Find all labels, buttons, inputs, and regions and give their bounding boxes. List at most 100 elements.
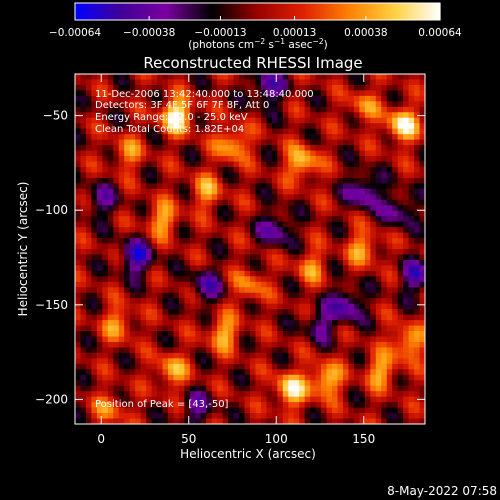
heatmap-cell — [80, 402, 87, 409]
heatmap-cell — [96, 117, 103, 124]
heatmap-cell — [381, 166, 388, 173]
heatmap-cell — [332, 298, 338, 305]
heatmap-cell — [337, 331, 344, 337]
heatmap-cell — [282, 161, 289, 168]
heatmap-cell — [326, 287, 333, 294]
heatmap-cell — [266, 320, 273, 327]
heatmap-cell — [195, 194, 202, 201]
heatmap-cell — [206, 292, 213, 299]
heatmap-cell — [167, 309, 174, 316]
heatmap-cell — [266, 309, 273, 316]
heatmap-cell — [146, 303, 153, 310]
heatmap-cell — [239, 123, 246, 130]
colorbar-cell — [325, 3, 329, 20]
heatmap-cell — [375, 380, 382, 387]
heatmap-cell — [135, 128, 142, 135]
heatmap-cell — [102, 374, 109, 381]
colorbar-cell — [222, 3, 226, 20]
heatmap-cell — [195, 281, 202, 288]
heatmap-cell — [91, 380, 98, 387]
heatmap-cell — [370, 101, 377, 108]
heatmap-cell — [310, 199, 317, 206]
heatmap-cell — [375, 314, 382, 321]
heatmap-cell — [91, 172, 98, 179]
heatmap-cell — [124, 380, 131, 387]
heatmap-cell — [370, 374, 377, 381]
heatmap-cell — [178, 194, 185, 201]
heatmap-cell — [359, 74, 366, 80]
heatmap-cell — [222, 298, 229, 305]
heatmap-cell — [364, 205, 371, 212]
heatmap-cell — [293, 123, 300, 130]
heatmap-cell — [337, 292, 344, 299]
heatmap-cell — [184, 303, 191, 310]
heatmap-cell — [260, 363, 267, 370]
colorbar-cell — [340, 3, 344, 20]
heatmap-cell — [348, 298, 355, 305]
heatmap-cell — [260, 347, 267, 354]
heatmap-cell — [80, 95, 87, 102]
heatmap-cell — [222, 232, 229, 239]
heatmap-cell — [129, 347, 136, 354]
heatmap-cell — [353, 309, 360, 316]
heatmap-cell — [381, 243, 388, 250]
heatmap-cell — [233, 303, 240, 310]
heatmap-cell — [75, 177, 81, 184]
heatmap-cell — [151, 396, 158, 403]
heatmap-cell — [113, 418, 120, 425]
heatmap-cell — [282, 205, 289, 212]
heatmap-cell — [173, 407, 180, 414]
heatmap-cell — [310, 95, 317, 102]
heatmap-cell — [129, 194, 136, 201]
heatmap-cell — [342, 221, 349, 228]
heatmap-cell — [310, 139, 317, 146]
heatmap-cell — [118, 101, 125, 108]
heatmap-cell — [293, 341, 300, 348]
heatmap-cell — [80, 325, 87, 332]
heatmap-cell — [288, 172, 295, 179]
heatmap-cell — [244, 139, 251, 146]
heatmap-cell — [184, 331, 191, 337]
heatmap-cell — [129, 238, 136, 245]
heatmap-cell — [211, 276, 218, 283]
heatmap-cell — [75, 243, 81, 250]
heatmap-cell — [375, 183, 382, 190]
heatmap-cell — [222, 314, 229, 321]
heatmap-cell — [277, 320, 284, 327]
heatmap-cell — [162, 123, 169, 130]
heatmap-cell — [293, 314, 300, 321]
heatmap-cell — [217, 347, 224, 354]
heatmap-cell — [85, 166, 92, 173]
heatmap-cell — [239, 183, 246, 190]
heatmap-cell — [228, 117, 235, 124]
heatmap-cell — [96, 265, 103, 272]
heatmap-cell — [91, 150, 98, 157]
heatmap-cell — [184, 232, 191, 239]
heatmap-cell — [124, 341, 131, 348]
heatmap-cell — [266, 292, 273, 299]
heatmap-cell — [271, 309, 278, 316]
heatmap-cell — [200, 205, 207, 212]
heatmap-cell — [233, 413, 240, 420]
heatmap-cell — [140, 385, 147, 392]
heatmap-cell — [162, 369, 169, 376]
heatmap-cell — [419, 150, 426, 157]
heatmap-cell — [359, 396, 366, 403]
heatmap-cell — [370, 369, 377, 376]
heatmap-cell — [75, 380, 81, 387]
heatmap-cell — [403, 145, 410, 152]
heatmap-cell — [113, 413, 120, 420]
heatmap-cell — [337, 418, 344, 425]
heatmap-cell — [80, 413, 87, 420]
heatmap-cell — [91, 363, 98, 370]
heatmap-cell — [239, 79, 246, 86]
heatmap-cell — [359, 199, 366, 206]
heatmap-cell — [124, 232, 131, 239]
heatmap-cell — [348, 363, 355, 370]
heatmap-cell — [80, 156, 87, 162]
heatmap-cell — [397, 177, 404, 184]
heatmap-cell — [162, 161, 169, 168]
heatmap-cell — [414, 402, 421, 409]
heatmap-cell — [113, 183, 120, 190]
heatmap-cell — [255, 298, 262, 305]
